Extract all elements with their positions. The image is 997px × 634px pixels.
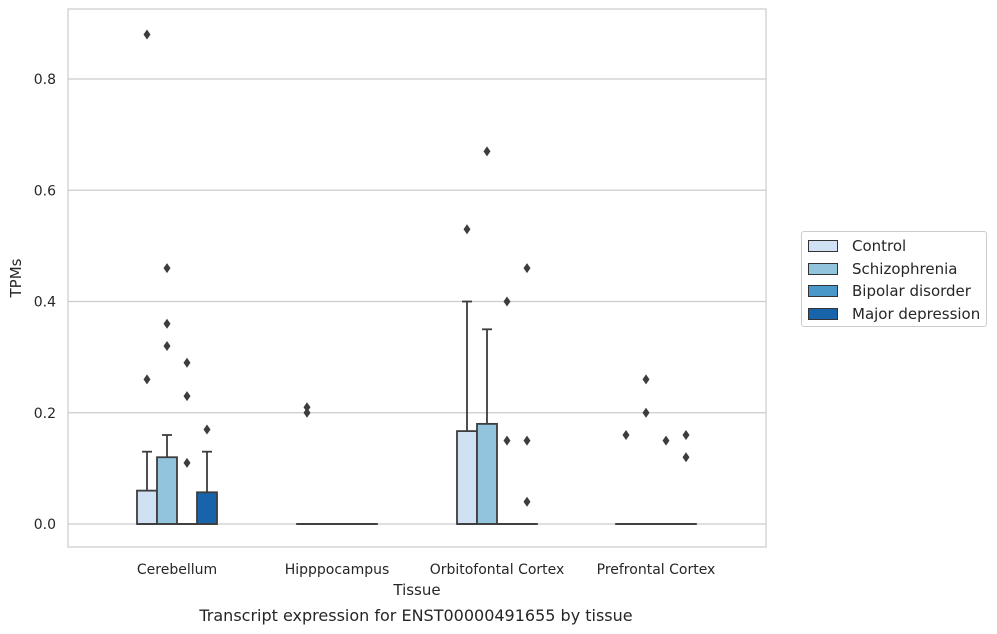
x-tick-label: Hipppocampus xyxy=(285,562,390,578)
outlier-point xyxy=(523,435,531,446)
outlier-point xyxy=(523,263,531,274)
outlier-point xyxy=(503,296,511,307)
outlier-point xyxy=(183,357,191,368)
legend-item: Schizophrenia xyxy=(808,259,957,279)
box-group xyxy=(496,296,518,525)
outlier-point xyxy=(523,496,531,507)
y-tick-label: 0.4 xyxy=(34,295,56,311)
plot-frame xyxy=(67,8,767,548)
legend-item: Bipolar disorder xyxy=(808,281,971,301)
outlier-point xyxy=(483,146,491,157)
outlier-point xyxy=(163,341,171,351)
x-tick-label: Cerebellum xyxy=(137,562,217,578)
legend-label: Control xyxy=(852,237,907,255)
box xyxy=(476,422,498,525)
legend-swatch xyxy=(808,285,838,297)
outlier-point xyxy=(682,452,690,463)
outlier-point xyxy=(183,457,191,468)
box-layer xyxy=(136,29,697,525)
box-group xyxy=(655,435,677,525)
box-group xyxy=(136,29,158,525)
legend: Control Schizophrenia Bipolar disorder Majo… xyxy=(801,231,987,327)
box-group xyxy=(456,224,478,525)
legend-item: Major depression xyxy=(808,304,980,324)
legend-swatch xyxy=(808,240,838,252)
legend-swatch xyxy=(808,262,838,275)
box-group xyxy=(176,357,198,525)
x-tick-label: Orbitofontal Cortex xyxy=(430,562,565,578)
y-axis-label: TPMs xyxy=(7,258,25,298)
legend-label: Bipolar disorder xyxy=(852,282,971,300)
outlier-point xyxy=(183,391,191,402)
box-group xyxy=(476,146,498,525)
box-group xyxy=(675,430,697,525)
y-tick-label: 0.2 xyxy=(34,406,56,422)
outlier-point xyxy=(163,318,171,329)
outlier-point xyxy=(662,435,670,446)
box xyxy=(136,489,158,525)
outlier-point xyxy=(203,424,211,435)
box-group xyxy=(615,430,637,525)
outlier-point xyxy=(143,374,151,385)
legend-label: Major depression xyxy=(852,304,981,323)
outlier-point xyxy=(463,224,471,235)
x-tick-labels: Cerebellum Hipppocampus Orbitofontal Corte… xyxy=(137,562,715,578)
y-tick-label: 0.0 xyxy=(34,517,56,533)
box-group xyxy=(196,424,218,525)
box-group xyxy=(296,402,318,525)
outlier-point xyxy=(503,435,511,446)
chart-caption: Transcript expression for ENST0000049165… xyxy=(199,606,633,625)
outlier-point xyxy=(303,407,311,418)
x-axis-label: Tissue xyxy=(392,581,440,599)
outlier-point xyxy=(163,263,171,274)
box-group xyxy=(516,263,538,525)
outlier-point xyxy=(682,430,690,440)
outlier-point xyxy=(303,402,311,413)
box-group xyxy=(635,374,657,525)
legend-item: Control xyxy=(808,236,906,256)
x-tick-label: Prefrontal Cortex xyxy=(597,562,716,578)
y-tick-labels: 0.0 0.2 0.4 0.6 0.8 xyxy=(34,72,56,533)
legend-label: Schizophrenia xyxy=(852,259,958,278)
y-tick-label: 0.6 xyxy=(34,183,56,199)
legend-swatch xyxy=(808,307,838,320)
box-group xyxy=(156,263,178,525)
box xyxy=(196,491,218,525)
y-tick-label: 0.8 xyxy=(34,72,56,88)
box xyxy=(456,430,478,525)
outlier-point xyxy=(642,374,650,385)
outlier-point xyxy=(642,407,650,418)
outlier-point xyxy=(622,430,630,440)
outlier-point xyxy=(143,29,151,40)
box xyxy=(156,456,178,525)
